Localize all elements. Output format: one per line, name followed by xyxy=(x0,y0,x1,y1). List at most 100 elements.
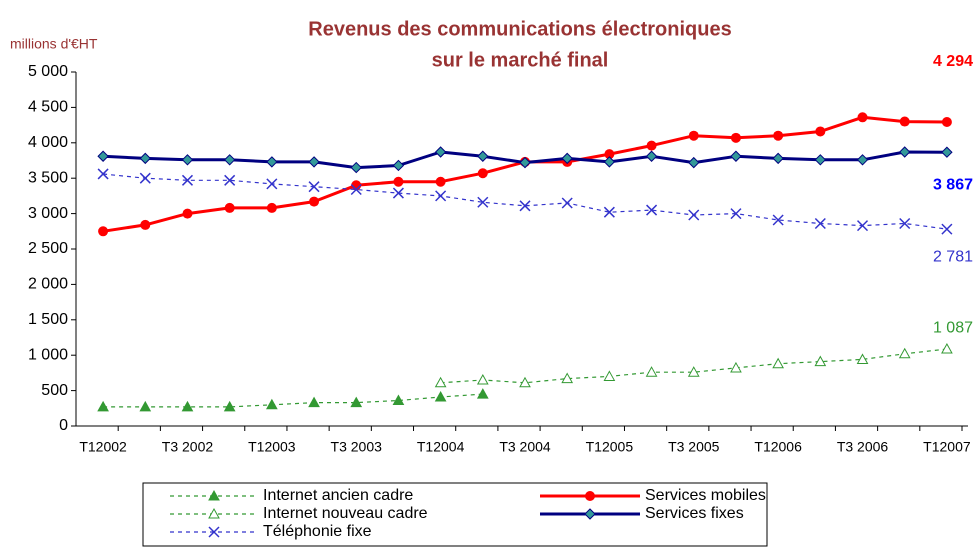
y-tick-label: 3 500 xyxy=(28,169,68,186)
point xyxy=(603,206,615,218)
point xyxy=(645,366,658,377)
x-tick-label: T3 2006 xyxy=(837,439,889,455)
y-tick-label: 5 000 xyxy=(28,63,68,80)
point xyxy=(181,400,194,412)
point xyxy=(646,204,658,216)
point xyxy=(308,156,320,168)
point xyxy=(898,347,911,359)
point xyxy=(476,373,489,385)
point xyxy=(519,376,531,388)
point xyxy=(899,146,911,158)
point xyxy=(603,370,616,381)
point xyxy=(688,130,699,141)
point xyxy=(730,132,741,143)
point xyxy=(435,190,447,202)
y-tick-label: 0 xyxy=(59,417,68,434)
point xyxy=(434,390,447,402)
point xyxy=(393,176,404,187)
point xyxy=(208,489,220,501)
point xyxy=(181,174,194,186)
x-tick-label: T12003 xyxy=(248,439,296,455)
point xyxy=(266,398,278,410)
point xyxy=(856,353,869,364)
point xyxy=(223,400,236,412)
legend-entry: Services mobiles xyxy=(540,487,766,504)
y-tick-label: 2 500 xyxy=(28,240,68,257)
y-tick-label: 1 000 xyxy=(28,346,68,363)
point xyxy=(772,214,784,226)
point xyxy=(477,150,489,162)
point xyxy=(856,220,869,232)
point xyxy=(688,156,700,169)
legend-label: Services fixes xyxy=(645,505,744,522)
legend-label: Internet ancien cadre xyxy=(263,487,413,504)
x-tick-label: T12007 xyxy=(923,439,971,455)
legend-entry: Services fixes xyxy=(540,505,744,522)
point xyxy=(585,491,595,501)
point xyxy=(730,208,742,220)
point xyxy=(350,396,363,408)
point xyxy=(899,217,911,230)
x-tick-label: T3 2003 xyxy=(331,439,383,455)
point xyxy=(224,174,236,186)
point xyxy=(772,152,784,165)
y-tick-label: 500 xyxy=(41,382,68,399)
point xyxy=(645,150,658,162)
point xyxy=(435,176,446,187)
x-tick-label: T12004 xyxy=(417,439,465,455)
x-tick-label: T12006 xyxy=(754,439,802,455)
y-tick-label: 1 500 xyxy=(28,311,68,328)
point xyxy=(941,116,952,127)
point xyxy=(98,226,109,237)
point xyxy=(434,146,447,158)
point xyxy=(856,154,869,166)
value-label: 1 087 xyxy=(933,319,973,336)
y-tick-label: 4 000 xyxy=(28,134,68,151)
point xyxy=(730,150,742,162)
value-label: 2 781 xyxy=(933,248,973,265)
value-label: 4 294 xyxy=(933,53,973,70)
y-axis-label: millions d'€HT xyxy=(10,36,98,52)
point xyxy=(182,208,193,219)
point xyxy=(266,178,278,190)
legend-entry: Internet ancien cadre xyxy=(170,487,413,504)
point xyxy=(392,187,404,199)
point xyxy=(941,223,953,235)
series-line xyxy=(103,393,483,408)
series-line xyxy=(103,173,947,230)
point xyxy=(603,156,616,168)
y-tick-label: 2 000 xyxy=(28,276,68,293)
legend-label: Téléphonie fixe xyxy=(263,523,372,540)
point xyxy=(814,217,826,230)
point xyxy=(477,196,489,208)
point xyxy=(688,209,700,221)
point xyxy=(604,149,615,160)
value-label: 3 867 xyxy=(933,176,973,193)
point xyxy=(266,156,278,168)
point xyxy=(476,388,489,399)
y-tick-label: 3 000 xyxy=(28,205,68,222)
point xyxy=(519,156,531,169)
point xyxy=(392,394,405,406)
legend-entry: Téléphonie fixe xyxy=(170,523,372,540)
point xyxy=(97,150,109,162)
point xyxy=(687,366,700,377)
point xyxy=(309,196,320,207)
point xyxy=(772,357,784,369)
point xyxy=(97,168,109,180)
point xyxy=(561,152,573,165)
point xyxy=(139,152,151,165)
legend-label: Internet nouveau cadre xyxy=(263,505,428,522)
point xyxy=(350,183,362,196)
point xyxy=(899,116,910,127)
point xyxy=(815,126,826,137)
point xyxy=(308,396,320,408)
point xyxy=(814,355,827,367)
chart-title: sur le marché final xyxy=(432,49,609,71)
point xyxy=(97,400,109,412)
legend-entry: Internet nouveau cadre xyxy=(170,505,428,522)
point xyxy=(181,154,194,166)
x-tick-label: T3 2004 xyxy=(499,439,551,455)
x-tick-label: T12005 xyxy=(586,439,634,455)
series-line xyxy=(440,348,947,384)
